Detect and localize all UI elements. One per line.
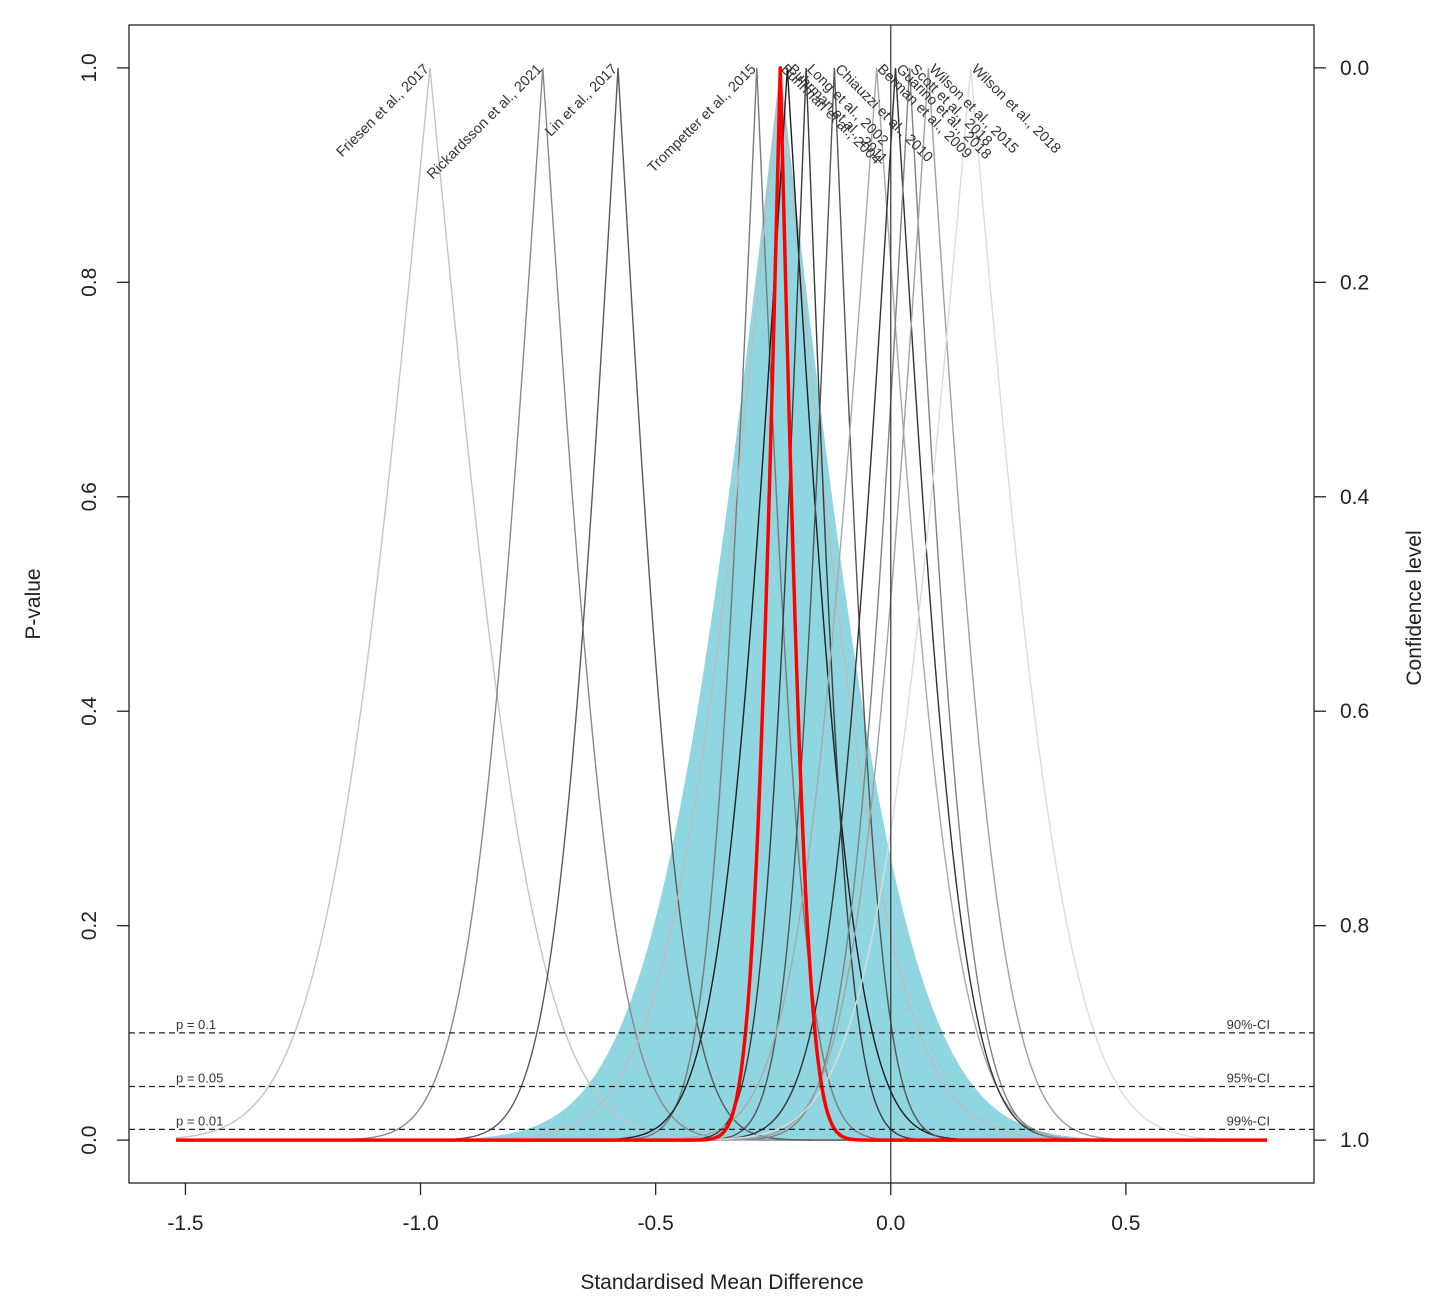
y-tick-label: 1.0 (78, 53, 101, 82)
study-label: Trompetter et al., 2015 (645, 61, 760, 176)
reference-left-label: p = 0.01 (176, 1113, 223, 1128)
y-right-axis-title: Confidence level (1403, 530, 1426, 685)
y-right-tick-label: 0.0 (1340, 57, 1369, 80)
x-tick-label: 0.0 (876, 1212, 905, 1235)
reference-left-label: p = 0.1 (176, 1017, 216, 1032)
study-label: Rickardsson et al., 2021 (424, 61, 545, 182)
x-tick-label: 0.5 (1111, 1212, 1140, 1235)
y-right-tick-label: 0.6 (1340, 700, 1369, 723)
y-tick-label: 0.8 (78, 268, 101, 297)
reference-lines-layer: p = 0.1 90%-CI p = 0.05 95%-CI p = 0.01 99%-C… (129, 25, 1314, 1183)
y-tick-label: 0.0 (78, 1126, 101, 1155)
axes-layer: -1.5 -1.0 -0.5 0.0 0.5 0.0 0.2 0.4 0.6 0.8 1.0 1.0 0… (78, 24, 1370, 1235)
x-axis-title: Standardised Mean Difference (580, 1271, 863, 1294)
reference-left-label: p = 0.05 (176, 1071, 223, 1086)
study-label: Lin et al., 2017 (542, 61, 621, 140)
reference-right-label: 90%-CI (1227, 1017, 1270, 1032)
reference-right-label: 99%-CI (1227, 1113, 1270, 1128)
y-right-tick-label: 0.4 (1340, 486, 1370, 509)
pooled-random-area (176, 67, 1267, 1141)
y-right-tick-label: 0.2 (1340, 271, 1369, 294)
pooled-fixed-curve-layer (176, 66, 1267, 1142)
y-tick-label: 0.2 (78, 911, 101, 940)
study-label: Friesen et al., 2017 (334, 61, 433, 160)
y-right-tick-label: 0.8 (1340, 915, 1369, 938)
x-tick-label: -0.5 (638, 1212, 674, 1235)
y-axis-title: P-value (22, 568, 45, 639)
pooled-fixed-curve (176, 66, 1267, 1142)
plot-frame (128, 24, 1315, 1184)
x-tick-label: -1.5 (167, 1212, 203, 1235)
x-tick-label: -1.0 (402, 1212, 438, 1235)
reference-right-label: 95%-CI (1227, 1071, 1270, 1086)
pooled-random-area-layer (176, 67, 1267, 1141)
y-right-tick-label: 1.0 (1340, 1129, 1369, 1152)
y-tick-label: 0.6 (78, 482, 101, 511)
y-tick-label: 0.4 (78, 696, 101, 726)
